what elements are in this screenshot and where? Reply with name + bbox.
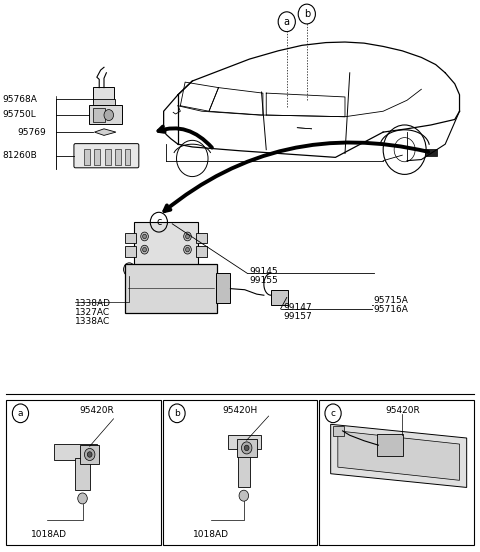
Text: 95420H: 95420H — [222, 406, 258, 415]
Text: b: b — [174, 409, 180, 418]
Bar — [54, 443, 97, 460]
FancyBboxPatch shape — [80, 445, 99, 464]
Bar — [196, 233, 206, 243]
FancyBboxPatch shape — [93, 99, 116, 108]
Text: a: a — [18, 409, 23, 418]
Circle shape — [123, 263, 135, 276]
Text: b: b — [304, 9, 310, 19]
Bar — [238, 446, 250, 487]
Bar — [105, 148, 111, 164]
Circle shape — [241, 442, 252, 454]
Circle shape — [87, 452, 92, 457]
Text: 1338AC: 1338AC — [75, 316, 110, 326]
Bar — [84, 148, 90, 164]
Circle shape — [84, 448, 95, 460]
Text: 99147: 99147 — [283, 303, 312, 312]
Circle shape — [186, 234, 190, 238]
Text: 1338AD: 1338AD — [75, 299, 111, 308]
Text: 95769: 95769 — [17, 128, 46, 136]
Circle shape — [141, 232, 148, 241]
Bar — [116, 148, 121, 164]
Bar — [75, 458, 90, 490]
FancyBboxPatch shape — [377, 434, 403, 455]
Bar — [425, 148, 437, 156]
Circle shape — [104, 110, 114, 120]
FancyBboxPatch shape — [237, 439, 257, 457]
Bar — [228, 436, 262, 449]
Circle shape — [184, 245, 192, 254]
FancyBboxPatch shape — [89, 105, 121, 124]
Bar — [124, 148, 130, 164]
Bar — [6, 400, 161, 545]
Circle shape — [141, 245, 148, 254]
FancyBboxPatch shape — [94, 87, 115, 103]
Text: 1327AC: 1327AC — [75, 308, 110, 317]
Bar — [125, 246, 136, 257]
Bar — [319, 400, 474, 545]
FancyBboxPatch shape — [124, 264, 217, 313]
Bar — [163, 400, 317, 545]
Text: 1018AD: 1018AD — [31, 529, 67, 539]
Text: a: a — [284, 17, 290, 26]
Polygon shape — [331, 424, 467, 487]
Text: 99157: 99157 — [283, 311, 312, 321]
Circle shape — [78, 493, 87, 504]
Text: 95420R: 95420R — [80, 406, 114, 415]
Polygon shape — [338, 431, 459, 480]
Text: 1018AD: 1018AD — [193, 529, 229, 539]
Bar — [125, 233, 136, 243]
Text: 95420R: 95420R — [385, 406, 420, 415]
Bar — [196, 246, 206, 257]
Text: 99155: 99155 — [250, 276, 278, 285]
Text: 95716A: 95716A — [373, 305, 408, 314]
FancyBboxPatch shape — [272, 290, 288, 305]
Circle shape — [126, 266, 132, 273]
Circle shape — [244, 445, 249, 450]
Circle shape — [186, 247, 190, 252]
Bar — [95, 148, 100, 164]
Text: 99145: 99145 — [250, 267, 278, 276]
Text: c: c — [156, 217, 162, 227]
Polygon shape — [95, 129, 116, 135]
FancyBboxPatch shape — [133, 222, 199, 267]
Circle shape — [143, 247, 146, 252]
Circle shape — [239, 490, 249, 501]
Circle shape — [184, 232, 192, 241]
FancyBboxPatch shape — [333, 426, 344, 436]
Bar — [216, 273, 230, 304]
Text: c: c — [331, 409, 336, 418]
Text: 95750L: 95750L — [3, 110, 36, 119]
Text: 81260B: 81260B — [3, 151, 37, 160]
Circle shape — [143, 234, 146, 238]
Text: 95768A: 95768A — [3, 94, 38, 104]
FancyBboxPatch shape — [93, 109, 106, 121]
FancyBboxPatch shape — [74, 144, 139, 168]
Text: 95715A: 95715A — [373, 296, 408, 305]
